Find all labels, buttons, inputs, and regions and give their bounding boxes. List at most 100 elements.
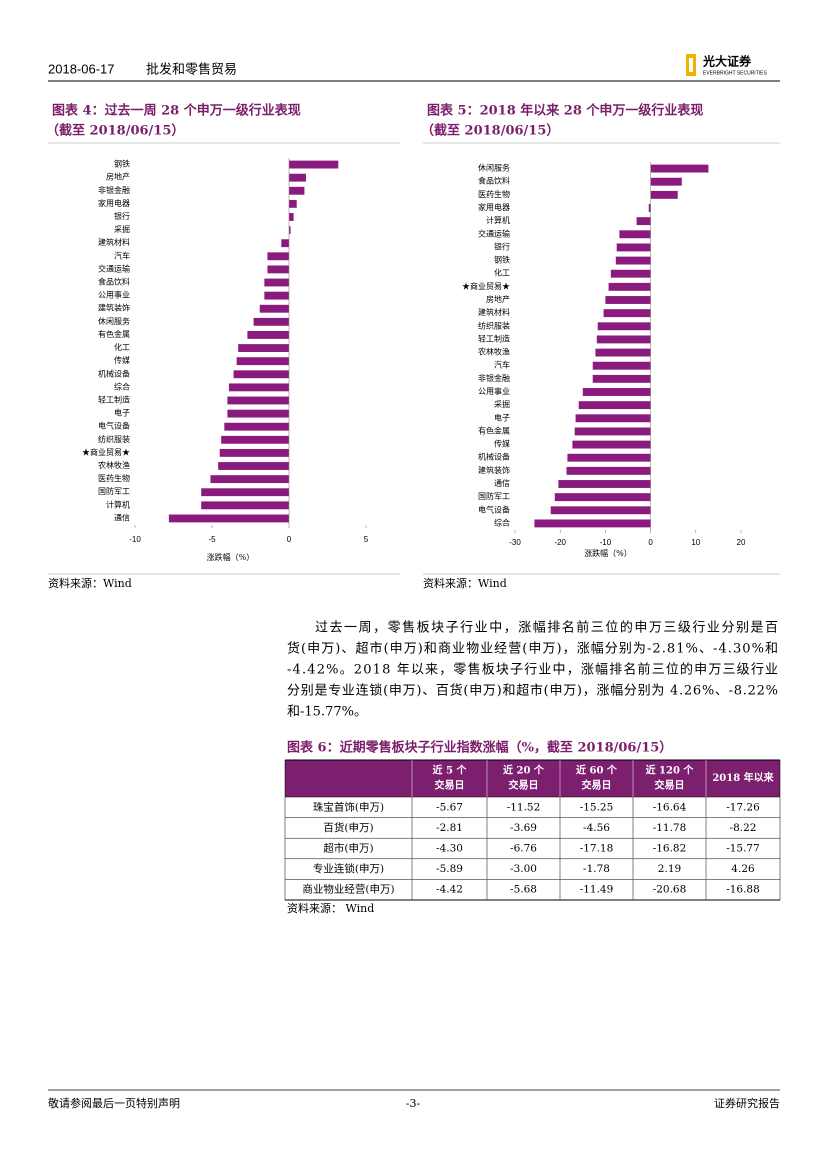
bar	[608, 282, 651, 291]
x-tick-label: -20	[554, 538, 566, 547]
bar	[596, 335, 651, 344]
bar	[267, 252, 289, 261]
bar	[247, 331, 289, 339]
bar	[592, 361, 651, 370]
bar	[236, 357, 289, 366]
bar	[554, 493, 651, 502]
category-label: 采掘	[494, 399, 510, 409]
table-cell: -4.42	[436, 884, 463, 896]
bar	[597, 322, 651, 331]
table-header-bg	[285, 760, 780, 797]
table-header-cell: 交易日	[655, 779, 685, 792]
bar	[636, 217, 651, 226]
category-label: 国防军工	[478, 491, 510, 501]
bar	[221, 435, 289, 444]
category-label: 房地产	[486, 294, 510, 304]
table-header-cell: 近 120 个	[646, 764, 695, 777]
bar	[267, 265, 289, 274]
bar	[289, 160, 339, 169]
footer-page: -3-	[406, 1097, 421, 1110]
bar	[566, 466, 651, 475]
paragraph-line: 过去一周，零售板块子行业中，涨幅排名前三位的申万三级行业分别是百	[315, 620, 778, 636]
bar	[534, 519, 651, 528]
bar	[281, 239, 289, 248]
bar	[619, 230, 651, 239]
category-label: 银行	[494, 241, 510, 251]
category-label: 医药生物	[98, 473, 130, 483]
table-title: 图表 6：近期零售板块子行业指数涨幅（%，截至 2018/06/15）	[287, 740, 672, 756]
source-note: 资料来源：Wind	[423, 576, 507, 590]
table-cell: -16.88	[726, 884, 760, 896]
bar	[218, 462, 289, 470]
bar	[572, 440, 651, 449]
category-label: 农林牧渔	[98, 460, 130, 470]
bar	[210, 475, 289, 484]
category-label: 化工	[494, 268, 510, 278]
bar	[289, 173, 306, 182]
table-header-cell: 交易日	[582, 779, 612, 792]
category-label: 非银金融	[98, 185, 130, 195]
paragraph: 过去一周，零售板块子行业中，涨幅排名前三位的申万三级行业分别是百货(申万)、超市…	[287, 620, 778, 720]
table-row-label: 商业物业经营(申万)	[302, 883, 394, 896]
bar	[574, 427, 651, 436]
table-source: 资料来源： Wind	[287, 901, 374, 915]
table-header-cell: 近 60 个	[576, 764, 618, 777]
bar	[264, 291, 289, 300]
category-label: 食品饮料	[98, 277, 130, 287]
table-cell: -11.78	[653, 822, 687, 834]
bar	[289, 213, 294, 221]
table-cell: -15.25	[580, 801, 614, 813]
x-tick-label: 0	[648, 538, 653, 547]
bar	[227, 409, 289, 418]
category-label: 银行	[114, 211, 130, 221]
bar	[592, 374, 651, 383]
bar	[224, 422, 289, 431]
logo-name: 光大证券	[702, 54, 752, 69]
category-label: 电气设备	[478, 504, 510, 514]
footer-left: 敬请参阅最后一页特别声明	[48, 1096, 180, 1110]
table-cell: -15.77	[726, 843, 760, 855]
chart-title: 图表 5：2018 年以来 28 个申万一级行业表现	[427, 103, 703, 119]
table-cell: -11.52	[507, 801, 541, 813]
x-tick-label: -10	[600, 538, 612, 547]
table-cell: -6.76	[510, 843, 537, 855]
category-label: 电子	[114, 408, 130, 418]
table-cell: -5.68	[510, 884, 537, 896]
bar	[610, 269, 651, 278]
bar	[289, 186, 305, 195]
table-cell: 4.26	[731, 863, 755, 875]
chart-title: 图表 4：过去一周 28 个申万一级行业表现	[52, 103, 301, 119]
category-label: 综合	[114, 381, 130, 391]
category-label: 家用电器	[478, 202, 510, 212]
category-label: 轻工制造	[478, 333, 510, 343]
source-note: 资料来源：Wind	[48, 576, 132, 590]
category-label: 食品饮料	[478, 176, 510, 186]
table-cell: -4.56	[583, 822, 610, 834]
table-header-cell: 近 20 个	[503, 764, 545, 777]
chart-subtitle: （截至 2018/06/15）	[421, 123, 559, 139]
category-label: 房地产	[106, 172, 130, 182]
x-tick-label: 5	[364, 535, 369, 544]
x-tick-label: -10	[129, 535, 141, 544]
category-label: 休闲服务	[98, 316, 130, 326]
table-cell: -16.82	[653, 843, 687, 855]
bar	[582, 388, 651, 396]
header-section: 批发和零售贸易	[146, 62, 237, 78]
x-tick-label: -5	[208, 535, 216, 544]
category-label: 通信	[494, 478, 510, 488]
table-cell: -3.00	[510, 863, 537, 875]
table-header-cell: 近 5 个	[433, 764, 468, 777]
bar	[253, 317, 289, 326]
x-tick-label: 20	[737, 538, 746, 547]
category-label: 机械设备	[98, 368, 130, 378]
table-row-label: 超市(申万)	[323, 842, 373, 855]
category-label: 综合	[494, 517, 510, 527]
category-label: 通信	[114, 512, 130, 522]
table-cell: -8.22	[730, 822, 757, 834]
table-row-label: 百货(申万)	[323, 821, 373, 834]
category-label: 建筑装饰	[478, 465, 510, 475]
category-label: 医药生物	[478, 189, 510, 199]
category-label: 有色金属	[478, 425, 510, 435]
